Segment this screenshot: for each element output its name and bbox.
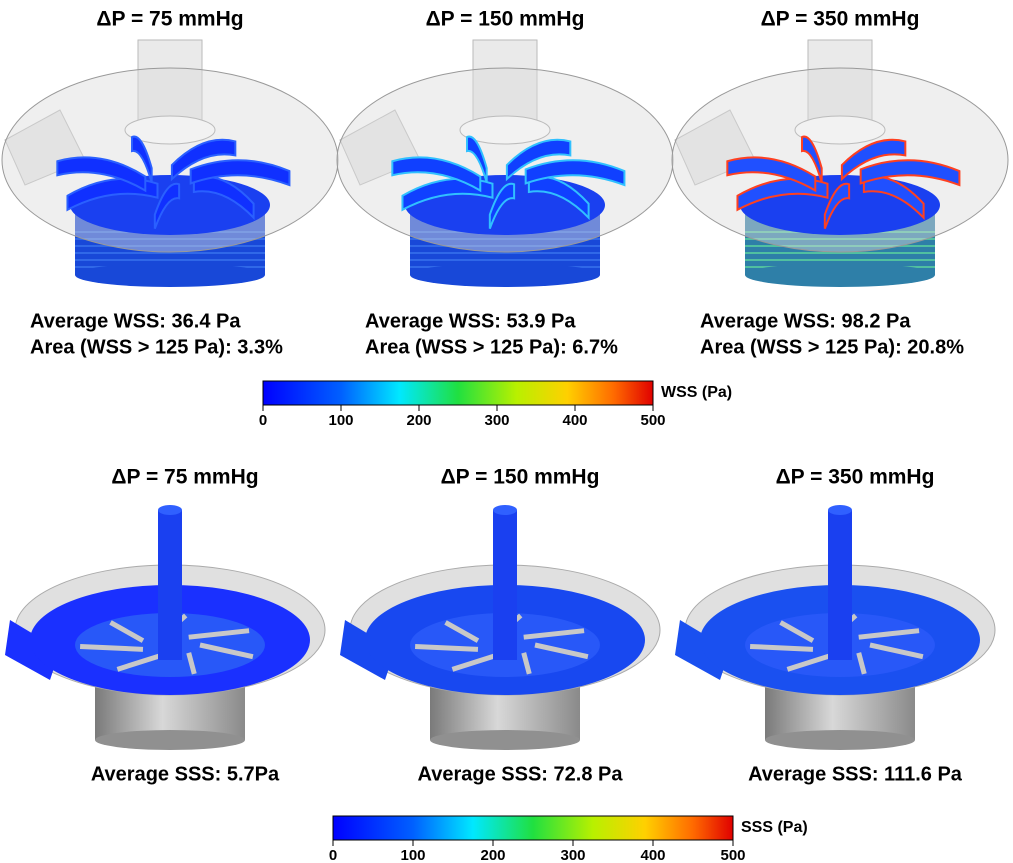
colorbar-tick-label: 100 <box>328 412 353 429</box>
colorbar-label: WSS (Pa) <box>661 384 732 401</box>
shaft-top <box>828 505 852 515</box>
average-sss: Average SSS: 72.8 Pa <box>418 763 624 785</box>
pump-render <box>2 40 338 287</box>
average-sss: Average SSS: 5.7Pa <box>91 763 280 785</box>
colorbar-tick-label: 100 <box>400 847 425 863</box>
base-bottom <box>95 730 245 750</box>
colorbar-tick-label: 200 <box>480 847 505 863</box>
colorbar-tick-label: 0 <box>329 847 337 863</box>
colorbar-tick-label: 0 <box>259 412 267 429</box>
blade <box>750 646 813 649</box>
average-sss: Average SSS: 111.6 Pa <box>748 763 963 785</box>
pump-render <box>672 40 1008 287</box>
area-wss: Area (WSS > 125 Pa): 20.8% <box>700 336 964 358</box>
pump-render <box>340 505 660 750</box>
base-bottom <box>430 730 580 750</box>
panel-title: ΔP = 150 mmHg <box>426 8 585 31</box>
colorbar-tick-label: 400 <box>640 847 665 863</box>
shaft <box>828 510 852 660</box>
base-bottom <box>75 263 265 287</box>
colorbar <box>333 816 733 840</box>
average-wss: Average WSS: 53.9 Pa <box>365 310 576 332</box>
shaft-top <box>158 505 182 515</box>
panel-title: ΔP = 350 mmHg <box>761 8 920 31</box>
panel-title: ΔP = 350 mmHg <box>776 466 935 489</box>
blade <box>80 646 143 649</box>
pump-render <box>337 40 673 287</box>
colorbar-tick-label: 200 <box>406 412 431 429</box>
figure: ΔP = 75 mmHg Average WSS: 36.4 Pa Area (WS… <box>0 0 1013 863</box>
colorbar-label: SSS (Pa) <box>741 819 808 836</box>
pump-render <box>675 505 995 750</box>
colorbar-tick-label: 500 <box>720 847 745 863</box>
area-wss: Area (WSS > 125 Pa): 6.7% <box>365 336 618 358</box>
shaft <box>493 510 517 660</box>
panel-title: ΔP = 75 mmHg <box>111 466 258 489</box>
colorbar-tick-label: 300 <box>560 847 585 863</box>
base-bottom <box>410 263 600 287</box>
pump-render <box>5 505 325 750</box>
average-wss: Average WSS: 36.4 Pa <box>30 310 241 332</box>
colorbar-tick-label: 300 <box>484 412 509 429</box>
colorbar <box>263 381 653 405</box>
shaft <box>158 510 182 660</box>
colorbar-tick-label: 500 <box>640 412 665 429</box>
area-wss: Area (WSS > 125 Pa): 3.3% <box>30 336 283 358</box>
colorbar-tick-label: 400 <box>562 412 587 429</box>
average-wss: Average WSS: 98.2 Pa <box>700 310 911 332</box>
panel-title: ΔP = 75 mmHg <box>96 8 243 31</box>
shaft-top <box>493 505 517 515</box>
panel-title: ΔP = 150 mmHg <box>441 466 600 489</box>
blade <box>415 646 478 649</box>
base-bottom <box>745 263 935 287</box>
base-bottom <box>765 730 915 750</box>
